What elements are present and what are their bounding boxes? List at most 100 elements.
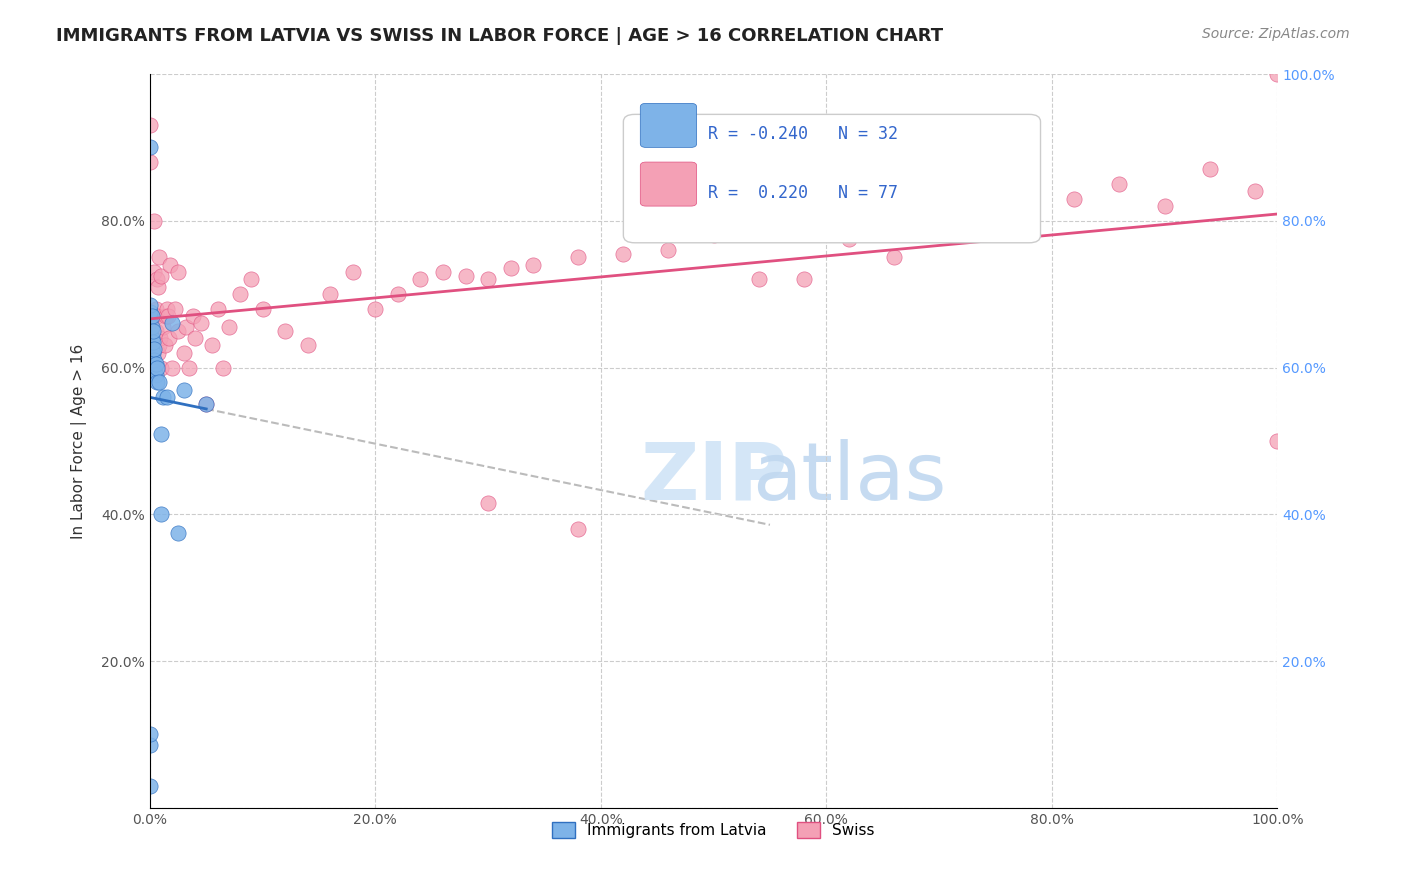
Point (212, 360, 235, 375)
Point (142, 324, 165, 338)
Point (1265, 67, 1288, 81)
Point (139, 313, 162, 327)
Point (148, 251, 170, 265)
Point (184, 331, 207, 345)
Point (141, 353, 163, 368)
Point (139, 140, 162, 154)
Point (163, 301, 186, 316)
Point (838, 232, 860, 246)
Text: Source: ZipAtlas.com: Source: ZipAtlas.com (1202, 27, 1350, 41)
Point (181, 309, 204, 323)
Point (150, 360, 173, 375)
Point (150, 508, 173, 522)
Point (973, 199, 995, 213)
Point (150, 268, 173, 283)
Text: atlas: atlas (752, 439, 946, 516)
Point (477, 496, 499, 510)
Point (190, 317, 212, 331)
Point (162, 360, 184, 375)
Point (145, 324, 167, 338)
Point (142, 334, 165, 349)
Point (229, 287, 252, 301)
Point (319, 287, 342, 301)
Point (139, 119, 162, 133)
Point (143, 265, 166, 279)
Point (141, 331, 163, 345)
Point (145, 360, 167, 375)
Point (139, 739, 162, 753)
Point (162, 317, 184, 331)
FancyBboxPatch shape (640, 103, 696, 147)
Point (1198, 162, 1220, 177)
Point (748, 272, 770, 286)
Point (145, 309, 167, 323)
Point (567, 251, 589, 265)
Point (143, 364, 166, 378)
Point (143, 213, 166, 227)
Point (145, 357, 167, 371)
Point (148, 375, 170, 389)
Legend: Immigrants from Latvia, Swiss: Immigrants from Latvia, Swiss (546, 816, 882, 844)
Point (150, 426, 173, 441)
Text: R =  0.220   N = 77: R = 0.220 N = 77 (709, 184, 898, 202)
Point (152, 390, 174, 404)
Point (657, 243, 679, 257)
Point (167, 324, 190, 338)
Point (143, 353, 166, 368)
Point (145, 272, 167, 286)
Point (703, 228, 725, 243)
Point (153, 338, 176, 352)
Point (522, 258, 544, 272)
Point (139, 298, 162, 312)
Point (139, 320, 162, 334)
Point (142, 331, 165, 345)
Point (432, 265, 454, 279)
Text: R = -0.240   N = 32: R = -0.240 N = 32 (709, 126, 898, 144)
Point (139, 309, 162, 323)
Y-axis label: In Labor Force | Age > 16: In Labor Force | Age > 16 (72, 343, 87, 539)
Point (143, 342, 166, 356)
Text: ZIP: ZIP (640, 439, 787, 516)
Point (156, 301, 179, 316)
Point (139, 155, 162, 169)
Point (156, 309, 179, 323)
Point (139, 305, 162, 319)
Point (252, 301, 274, 316)
Point (146, 346, 169, 360)
Point (141, 320, 163, 334)
Point (157, 331, 180, 345)
Point (141, 309, 163, 323)
Point (1018, 213, 1040, 227)
Point (1108, 177, 1130, 191)
Point (1243, 185, 1265, 199)
Point (148, 338, 170, 352)
Point (167, 265, 190, 279)
Point (145, 375, 167, 389)
Point (179, 360, 201, 375)
Point (173, 383, 195, 397)
Point (477, 272, 499, 286)
Point (240, 272, 263, 286)
Point (156, 390, 179, 404)
Point (793, 272, 815, 286)
Point (173, 346, 195, 360)
Point (1063, 192, 1085, 206)
Point (409, 272, 432, 286)
Point (139, 779, 162, 793)
Point (174, 320, 197, 334)
Point (141, 342, 163, 356)
Point (152, 320, 174, 334)
Point (567, 522, 589, 536)
Point (155, 309, 177, 323)
Point (274, 324, 297, 338)
Point (1265, 434, 1288, 448)
Point (454, 268, 477, 283)
Point (218, 320, 240, 334)
Point (149, 331, 172, 345)
Point (145, 301, 167, 316)
Point (141, 338, 163, 352)
Point (883, 251, 905, 265)
FancyBboxPatch shape (640, 162, 696, 206)
Point (139, 727, 162, 741)
Point (159, 258, 181, 272)
